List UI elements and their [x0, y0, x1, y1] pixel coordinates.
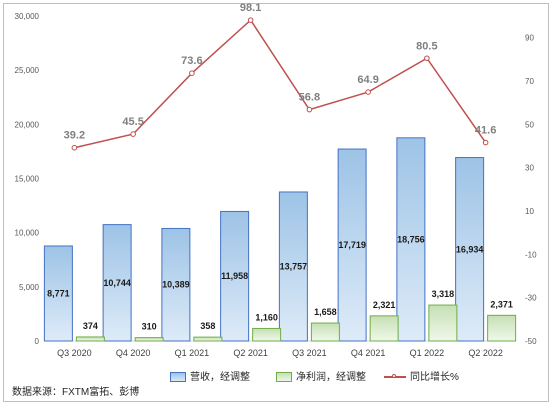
- point-yoy-growth: [365, 89, 371, 95]
- y2-tick-label: 30: [525, 164, 534, 173]
- bar-revenue: [161, 227, 191, 342]
- bar-label-revenue: 16,934: [456, 244, 484, 254]
- bar-label-revenue: 17,719: [338, 240, 366, 250]
- bar-net-profit: [252, 327, 282, 342]
- y2-tick-label: 90: [525, 34, 534, 43]
- bar-revenue: [337, 148, 367, 342]
- bar-label-revenue: 10,389: [162, 280, 190, 290]
- x-tick-label: Q1 2021: [175, 348, 210, 358]
- point-yoy-growth: [482, 139, 489, 146]
- source-note: 数据来源：FXTM富拓、彭博: [12, 387, 140, 398]
- point-yoy-growth: [306, 106, 313, 113]
- bar-net-profit: [310, 322, 340, 342]
- bar-revenue: [102, 224, 132, 342]
- y-tick-label: 20,000: [15, 120, 40, 129]
- y-tick-label: 5,000: [19, 283, 40, 292]
- bar-label-net-profit: 3,318: [432, 289, 455, 299]
- y2-tick-label: -30: [525, 294, 537, 303]
- bar-label-net-profit: 374: [83, 321, 98, 331]
- x-tick-label: Q2 2022: [468, 348, 503, 358]
- bar-revenue: [43, 245, 73, 342]
- point-label-yoy-growth: 80.5: [416, 40, 437, 52]
- legend-item-net-profit: 净利润，经调整: [276, 368, 366, 383]
- bar-net-profit: [75, 336, 105, 342]
- line-yoy-growth: [74, 18, 487, 149]
- x-tick-label: Q4 2020: [116, 348, 151, 358]
- point-label-yoy-growth: 64.9: [357, 74, 378, 86]
- legend-swatch-yoy-growth: [384, 374, 406, 379]
- point-yoy-growth: [130, 131, 136, 137]
- y-tick-label: 0: [35, 337, 40, 346]
- legend-label-revenue: 营收，经调整: [190, 372, 250, 383]
- bar-label-net-profit: 1,658: [314, 307, 337, 317]
- legend-swatch-revenue: [170, 372, 186, 383]
- bar-net-profit: [487, 314, 517, 342]
- x-tick-label: Q3 2021: [292, 348, 327, 358]
- point-label-yoy-growth: 56.8: [299, 92, 320, 104]
- bar-label-revenue: 11,958: [221, 271, 248, 281]
- legend: 营收，经调整 净利润，经调整 同比增长%: [0, 368, 554, 383]
- bar-net-profit: [428, 304, 458, 342]
- point-label-yoy-growth: 45.5: [122, 116, 143, 128]
- point-yoy-growth: [424, 55, 430, 62]
- x-tick-label: Q2 2021: [233, 348, 268, 358]
- point-label-yoy-growth: 73.6: [181, 55, 202, 67]
- point-yoy-growth: [247, 17, 254, 23]
- bar-label-revenue: 13,757: [280, 261, 308, 271]
- point-yoy-growth: [189, 70, 195, 76]
- legend-item-yoy-growth: 同比增长%: [384, 368, 459, 383]
- chart-frame: [3, 3, 549, 402]
- bar-net-profit: [134, 337, 164, 342]
- y2-tick-label: 50: [525, 120, 534, 129]
- y2-tick-label: -50: [525, 337, 537, 346]
- point-label-yoy-growth: 98.1: [240, 2, 261, 14]
- bar-label-net-profit: 2,371: [490, 299, 513, 309]
- y2-tick-label: 70: [525, 77, 534, 86]
- bar-label-net-profit: 310: [142, 322, 157, 332]
- bar-revenue: [455, 157, 485, 342]
- y-tick-label: 10,000: [15, 229, 40, 238]
- point-yoy-growth: [71, 144, 78, 151]
- bar-revenue: [220, 210, 250, 342]
- y2-tick-label: -10: [525, 250, 537, 259]
- legend-swatch-net-profit: [276, 372, 292, 383]
- bar-label-revenue: 18,756: [397, 234, 425, 244]
- legend-label-yoy-growth: 同比增长%: [410, 372, 459, 383]
- x-tick-label: Q1 2022: [410, 348, 445, 358]
- x-tick-label: Q4 2021: [351, 348, 386, 358]
- bar-net-profit: [193, 336, 223, 342]
- bar-label-net-profit: 2,321: [373, 300, 396, 310]
- bar-net-profit: [369, 315, 399, 342]
- y-tick-label: 30,000: [15, 12, 40, 21]
- x-tick-label: Q3 2020: [57, 348, 92, 358]
- bar-revenue: [278, 191, 308, 342]
- y-tick-label: 25,000: [15, 66, 40, 75]
- bar-revenue: [396, 137, 426, 342]
- bar-label-revenue: 10,744: [103, 278, 131, 288]
- bar-label-net-profit: 358: [200, 321, 215, 331]
- y-tick-label: 15,000: [15, 175, 40, 184]
- point-label-yoy-growth: 39.2: [64, 130, 85, 142]
- bar-label-revenue: 8,771: [47, 288, 70, 298]
- legend-label-net-profit: 净利润，经调整: [296, 372, 366, 383]
- point-label-yoy-growth: 41.6: [475, 125, 496, 137]
- y2-tick-label: 10: [525, 207, 534, 216]
- legend-item-revenue: 营收，经调整: [170, 368, 250, 383]
- bar-label-net-profit: 1,160: [255, 312, 278, 322]
